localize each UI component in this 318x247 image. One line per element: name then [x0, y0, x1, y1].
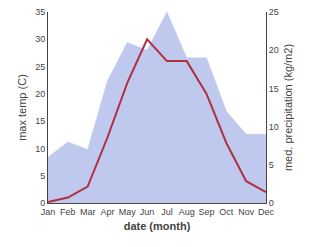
svg-text:Nov: Nov: [238, 207, 255, 217]
svg-text:0: 0: [40, 198, 45, 208]
svg-text:Oct: Oct: [219, 207, 234, 217]
svg-text:Feb: Feb: [60, 207, 76, 217]
svg-text:10: 10: [269, 122, 279, 132]
svg-text:0: 0: [269, 198, 274, 208]
svg-text:25: 25: [269, 7, 279, 17]
svg-text:Mar: Mar: [80, 207, 96, 217]
svg-text:Jun: Jun: [140, 207, 155, 217]
svg-text:35: 35: [35, 7, 45, 17]
svg-text:15: 15: [35, 116, 45, 126]
svg-text:med. precipitation (kg/m2): med. precipitation (kg/m2): [282, 44, 294, 171]
svg-text:Sep: Sep: [199, 207, 215, 217]
svg-text:25: 25: [35, 62, 45, 72]
svg-text:May: May: [119, 207, 137, 217]
svg-text:Dec: Dec: [258, 207, 275, 217]
svg-text:Jan: Jan: [41, 207, 56, 217]
svg-text:5: 5: [40, 171, 45, 181]
svg-text:date (month): date (month): [124, 220, 191, 232]
svg-text:10: 10: [35, 144, 45, 154]
svg-text:20: 20: [269, 45, 279, 55]
svg-text:20: 20: [35, 89, 45, 99]
svg-text:5: 5: [269, 160, 274, 170]
svg-text:Aug: Aug: [179, 207, 195, 217]
svg-text:15: 15: [269, 84, 279, 94]
svg-text:Apr: Apr: [100, 207, 114, 217]
svg-text:Jul: Jul: [161, 207, 173, 217]
svg-text:30: 30: [35, 34, 45, 44]
svg-text:max temp (C): max temp (C): [16, 74, 28, 141]
